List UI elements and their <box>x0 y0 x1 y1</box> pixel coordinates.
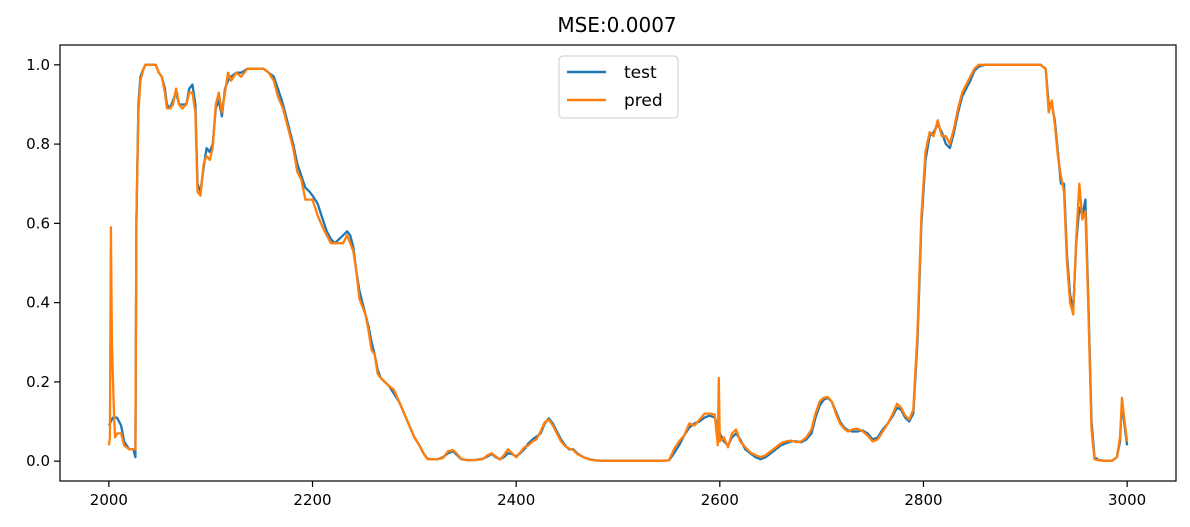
legend-label-pred: pred <box>624 91 663 111</box>
x-tick-label: 2800 <box>904 491 942 509</box>
y-tick-label: 0.0 <box>26 452 50 470</box>
x-tick-label: 2600 <box>701 491 739 509</box>
series-line-pred <box>107 63 1129 462</box>
y-tick-label: 0.2 <box>26 373 50 391</box>
series-line-test <box>107 63 1129 462</box>
y-tick-label: 1.0 <box>26 56 50 74</box>
y-tick-label: 0.4 <box>26 294 50 312</box>
y-tick-label: 0.8 <box>26 135 50 153</box>
x-axis: 2000 2200 2400 2600 2800 3000 <box>90 481 1146 509</box>
legend-label-test: test <box>624 63 657 83</box>
x-tick-label: 2000 <box>90 491 128 509</box>
axes-frame <box>59 44 1177 482</box>
chart-title: MSE:0.0007 <box>557 13 676 37</box>
y-axis: 0.0 0.2 0.4 0.6 0.8 1.0 <box>26 56 60 470</box>
x-tick-label: 2200 <box>293 491 331 509</box>
legend: test pred <box>558 55 679 119</box>
x-tick-label: 2400 <box>497 491 535 509</box>
x-tick-label: 3000 <box>1108 491 1146 509</box>
plot-area <box>107 63 1129 462</box>
y-tick-label: 0.6 <box>26 214 50 232</box>
